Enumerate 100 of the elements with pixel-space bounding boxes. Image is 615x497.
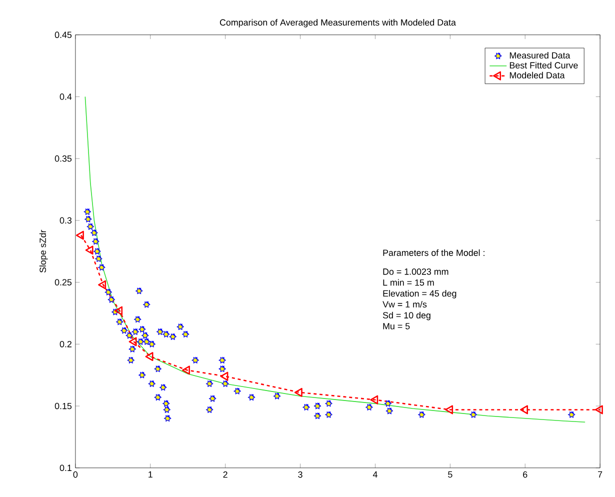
legend-label: Modeled Data: [510, 72, 565, 79]
point: [384, 400, 392, 407]
point: [132, 328, 139, 336]
annotation: Vw = 1 m/s: [382, 301, 427, 308]
point: [568, 411, 576, 418]
x-tick-label: 4: [372, 472, 378, 478]
y-tick-label: 0.35: [54, 156, 72, 162]
point: [128, 346, 136, 352]
point: [470, 411, 477, 418]
point: [160, 384, 167, 391]
point: [138, 372, 146, 378]
point: [445, 405, 454, 414]
point: [98, 280, 106, 290]
point: [209, 395, 216, 402]
x-tick-label: 5: [448, 472, 452, 478]
x-tick-label: 6: [523, 472, 528, 478]
annotation: L min = 15 m: [383, 279, 434, 286]
point: [206, 380, 214, 387]
point: [86, 223, 94, 230]
point: [84, 216, 92, 222]
x-tick-label: 3: [298, 472, 302, 478]
point: [366, 404, 373, 410]
point: [148, 340, 156, 348]
point: [85, 246, 94, 255]
point: [163, 406, 170, 413]
point: [114, 306, 123, 316]
y-tick-label: 0.4: [60, 94, 72, 100]
point: [116, 318, 124, 326]
x-tick-label: 0: [73, 472, 78, 478]
point: [274, 392, 281, 400]
point: [418, 411, 426, 418]
point: [294, 388, 302, 398]
point: [220, 372, 228, 381]
point: [314, 412, 322, 420]
y-axis-title: Slope sZdr: [39, 230, 48, 273]
point: [136, 288, 143, 294]
line-series: [84, 96, 586, 423]
x-tick-label: 7: [598, 472, 602, 478]
point: [234, 388, 241, 394]
point: [192, 356, 199, 364]
point: [325, 400, 332, 407]
point: [520, 405, 528, 414]
x-tick-label: 2: [223, 472, 228, 478]
legend-label: Measured Data: [510, 52, 570, 59]
point: [126, 332, 133, 339]
point: [162, 400, 170, 407]
point: [176, 323, 184, 330]
point: [76, 230, 84, 240]
point: [148, 380, 156, 387]
point: [127, 356, 134, 364]
point: [137, 338, 144, 345]
point: [134, 316, 142, 323]
annotation: Do = 1.0023 mm: [383, 268, 448, 275]
y-tick-label: 0.1: [60, 464, 72, 472]
point: [162, 330, 170, 338]
point: [164, 414, 172, 422]
point: [120, 327, 128, 334]
point: [142, 332, 149, 339]
point: [98, 264, 106, 271]
point: [108, 296, 115, 303]
point: [84, 208, 91, 215]
point: [206, 406, 214, 413]
point: [169, 333, 176, 340]
annotation: Sd = 10 deg: [382, 312, 430, 320]
point: [138, 326, 146, 333]
point: [145, 352, 154, 362]
point: [128, 337, 137, 346]
point: [218, 356, 226, 364]
annotation: Elevation = 45 deg: [383, 290, 456, 298]
y-tick-label: 0.25: [54, 279, 72, 286]
point: [302, 404, 310, 410]
point: [182, 366, 190, 375]
point: [314, 402, 322, 410]
y-tick-label: 0.3: [60, 217, 72, 224]
point: [94, 248, 101, 255]
y-tick-label: 0.45: [54, 32, 72, 38]
point: [222, 380, 229, 387]
point: [218, 366, 226, 372]
annotation: Mu = 5: [383, 323, 410, 330]
point: [248, 394, 256, 401]
point: [104, 288, 112, 296]
point: [92, 238, 100, 245]
point: [386, 408, 393, 414]
point: [370, 395, 378, 404]
y-tick-label: 0.2: [60, 341, 72, 348]
point: [156, 328, 164, 336]
annotation: Parameters of the Model :: [383, 250, 484, 256]
point: [154, 366, 162, 372]
x-tick-label: 1: [148, 472, 152, 478]
legend-label: Best Fitted Curve: [510, 62, 578, 69]
point: [90, 229, 98, 236]
point: [95, 255, 102, 262]
chart-title: Comparison of Averaged Measurements with Modeled Data: [220, 19, 456, 28]
point: [182, 330, 190, 338]
point: [154, 394, 162, 401]
y-tick-label: 0.15: [54, 402, 72, 410]
point: [143, 338, 150, 345]
point: [325, 411, 332, 418]
point: [594, 405, 603, 414]
point: [143, 301, 150, 308]
